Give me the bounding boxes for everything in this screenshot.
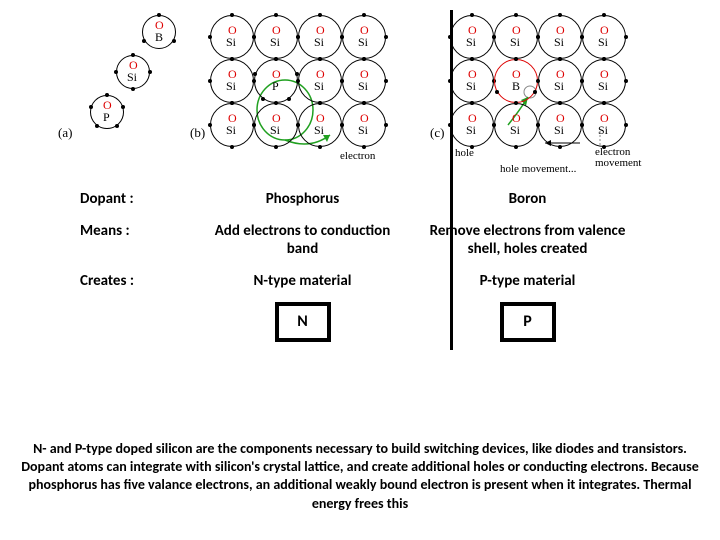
table-row: Means : Add electrons to conduction band… — [80, 222, 640, 258]
table-row: N P — [80, 296, 640, 342]
diagram-c-label: (c) — [430, 125, 444, 141]
table-cell: Phosphorus — [190, 190, 415, 208]
table-row: Creates : N-type material P-type materia… — [80, 272, 640, 290]
description-paragraph: N- and P-type doped silicon are the comp… — [20, 440, 700, 513]
diagram-a-label: (a) — [58, 125, 72, 141]
diagram-b-label: (b) — [190, 125, 205, 141]
table-cell: P-type material — [415, 272, 640, 290]
electron-label: electron — [340, 150, 375, 162]
table-cell: N-type material — [190, 272, 415, 290]
diagram-b: (b) electron OSiOSiOSiOSiOSiOPOSiOSiOSiO… — [210, 15, 410, 175]
row-label: Creates : — [80, 272, 190, 290]
electron-movement-label: electron movement — [595, 147, 641, 169]
n-box: N — [275, 302, 331, 342]
hole-movement-label: hole movement... — [500, 163, 576, 175]
row-label: Dopant : — [80, 190, 190, 208]
table-cell: Boron — [415, 190, 640, 208]
diagram-a: (a) OBOSiOP — [90, 15, 190, 145]
row-label: Means : — [80, 222, 190, 258]
table-row: Dopant : Phosphorus Boron — [80, 190, 640, 208]
table-cell: Add electrons to conduction band — [190, 222, 415, 258]
diagram-c: (c) hole hole movement... electron movem… — [450, 15, 670, 185]
p-box: P — [500, 302, 556, 342]
comparison-table: Dopant : Phosphorus Boron Means : Add el… — [80, 190, 640, 356]
table-cell: Remove electrons from valence shell, hol… — [415, 222, 640, 258]
